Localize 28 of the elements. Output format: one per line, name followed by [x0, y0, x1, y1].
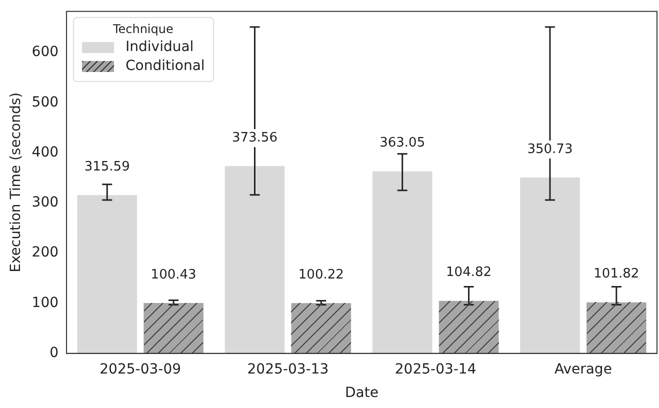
data-label: 100.22 [298, 268, 344, 283]
y-tick-label: 600 [32, 44, 59, 60]
bar [372, 171, 432, 354]
data-label: 373.56 [232, 130, 278, 146]
y-tick-label: 500 [32, 94, 59, 110]
bar [224, 166, 285, 354]
data-label: 100.43 [150, 267, 196, 282]
legend-label: Conditional [126, 58, 205, 74]
y-tick-label: 0 [50, 345, 59, 362]
y-axis-title: Execution Time (seconds) [8, 92, 24, 272]
y-tick-label: 200 [32, 244, 59, 261]
bar [520, 178, 580, 354]
data-label: 363.05 [380, 136, 426, 151]
y-tick-label: 300 [32, 194, 59, 211]
legend-title: Technique [112, 22, 174, 36]
x-tick-label: 2025-03-14 [394, 361, 476, 378]
y-tick-label: 100 [32, 294, 59, 311]
data-label: 101.82 [594, 266, 640, 282]
legend-label: Individual [126, 39, 194, 56]
data-label: 104.82 [446, 265, 492, 280]
bar [77, 195, 138, 354]
y-tick-label: 400 [32, 144, 59, 160]
x-tick-label: 2025-03-09 [100, 361, 182, 378]
data-label: 315.59 [84, 160, 130, 175]
x-axis-title: Date [345, 385, 378, 402]
data-label: 350.73 [527, 142, 573, 157]
x-tick-label: Average [554, 361, 612, 378]
x-tick-label: 2025-03-13 [247, 361, 329, 378]
